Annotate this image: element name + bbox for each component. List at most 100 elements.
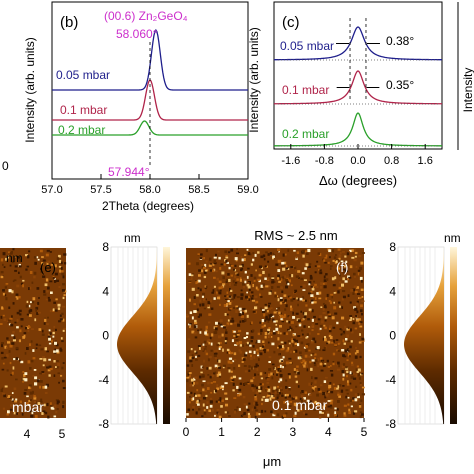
panel-f-grain	[200, 371, 203, 374]
panel-f-grain	[189, 383, 193, 387]
panel-f-grain	[205, 352, 209, 356]
panel-f-grain	[303, 315, 307, 319]
panel-f-grain	[330, 391, 334, 394]
panel-f-grain	[260, 287, 264, 291]
panel-f-grain	[267, 320, 270, 323]
panel-e-grain	[62, 405, 65, 409]
cbm-tick-label: 0	[102, 329, 109, 343]
panel-e-grain	[18, 271, 20, 275]
panel-e-grain	[59, 314, 62, 317]
cbm-tick-label: -8	[98, 417, 109, 431]
panel-f-grain	[289, 405, 292, 407]
panel-f-grain	[330, 341, 334, 344]
panel-f-grain	[267, 388, 271, 392]
panel-f-grain	[354, 290, 358, 294]
panel-f-grain	[329, 326, 331, 331]
panel-f-grain	[304, 299, 307, 302]
panel-f-grain	[240, 297, 243, 300]
panel-f-grain	[275, 320, 278, 323]
panel-f-grain	[337, 400, 340, 403]
panel-f-grain	[223, 304, 227, 307]
panel-f-grain	[310, 354, 313, 357]
panel-f-grain	[271, 277, 275, 279]
panel-f-grain	[191, 398, 194, 402]
panel-f-grain	[222, 276, 226, 280]
panel-f-grain	[337, 349, 340, 352]
panel-f-grain	[191, 364, 194, 367]
colorbar-right: nm 840-4-8	[385, 231, 460, 431]
panel-f-grain	[234, 410, 237, 414]
panel-e-grain	[55, 298, 58, 301]
panel-f-grain	[277, 346, 279, 349]
panel-f-grain	[284, 301, 287, 304]
panel-f-grain	[225, 300, 228, 302]
panel-f-grain	[263, 258, 266, 261]
panel-f-grain	[308, 404, 312, 407]
panel-f-grain	[288, 321, 291, 324]
panel-f-grain	[352, 292, 355, 295]
panel-f-grain	[329, 401, 333, 405]
panel-f-grain	[277, 298, 280, 302]
panel-e-grain	[49, 251, 52, 253]
panel-f-grain	[281, 365, 283, 367]
panel-f-grain	[310, 367, 313, 371]
panel-f-grain	[201, 374, 205, 377]
panel-f-grain	[205, 249, 208, 253]
panel-b-ylabel: Intensity (arb. units)	[23, 37, 37, 142]
panel-e-grain	[20, 360, 24, 364]
panel-f-grain	[279, 297, 283, 301]
panel-f-grain	[214, 331, 218, 334]
panel-f-grain	[260, 329, 263, 333]
panel-f-grain	[333, 306, 337, 310]
panel-f-grain	[248, 365, 251, 368]
panel-f-grain	[267, 273, 271, 277]
panel-f-grain	[301, 394, 304, 398]
panel-f-grain	[236, 406, 239, 409]
panel-e-grain	[54, 404, 57, 408]
panel-f-grain	[295, 275, 299, 278]
panel-f-grain	[197, 399, 199, 403]
panel-f-grain	[316, 260, 319, 263]
panel-f-grain	[278, 280, 282, 283]
panel-f-grain	[357, 269, 361, 272]
panel-f-grain	[228, 357, 233, 360]
panel-f-grain	[268, 332, 271, 335]
panel-f-grain	[186, 376, 190, 379]
panel-b-series-line	[52, 28, 248, 91]
panel-e-grain	[53, 325, 56, 329]
panel-f-grain	[349, 319, 352, 322]
panel-f-grain	[324, 316, 328, 319]
panel-e-grain	[39, 401, 43, 403]
panel-f-grain	[269, 386, 272, 390]
panel-f-grain	[268, 291, 272, 295]
panel-f-grain	[233, 268, 235, 271]
panel-f-grain	[285, 379, 288, 382]
panel-f-grain	[221, 333, 224, 337]
panel-f-grain	[329, 301, 332, 305]
panel-f-grain	[315, 285, 319, 288]
panel-f-grain	[255, 363, 258, 367]
panel-f-grain	[346, 375, 348, 378]
panel-f-grain	[361, 296, 364, 298]
panel-e-grain	[57, 372, 60, 375]
panel-e-grain	[25, 254, 28, 257]
panel-f-grain	[294, 289, 298, 293]
panel-b-series-label-1: 0.1 mbar	[60, 103, 107, 117]
panel-f-grain	[248, 350, 252, 354]
panel-f-grain	[321, 320, 324, 324]
panel-e-grain	[7, 410, 10, 414]
panel-f-grain	[198, 269, 202, 272]
panel-f-grain	[246, 291, 248, 294]
panel-e-grain	[54, 278, 56, 281]
panel-f-grain	[218, 294, 221, 298]
panel-e-grain	[7, 255, 10, 259]
panel-f-grain	[331, 249, 335, 253]
panel-f-grain	[203, 348, 207, 351]
panel-f-grain	[320, 282, 323, 286]
panel-f-grain	[343, 412, 346, 416]
panel-f-grain	[352, 377, 357, 380]
panel-f-grain	[316, 292, 320, 295]
panel-f-grain	[198, 274, 201, 277]
panel-f-grain	[349, 382, 352, 385]
panel-f-grain	[258, 389, 262, 393]
